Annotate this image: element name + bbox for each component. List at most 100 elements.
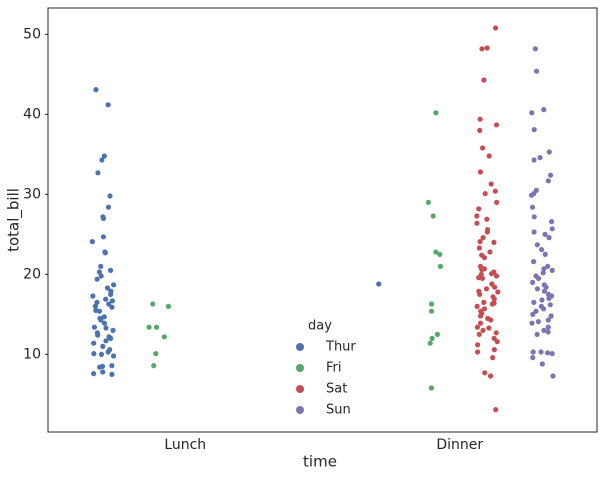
point <box>541 107 547 113</box>
point <box>530 355 536 361</box>
point <box>477 320 484 326</box>
point <box>533 68 540 74</box>
point <box>92 303 98 309</box>
point <box>488 271 495 277</box>
point <box>488 317 494 323</box>
point <box>495 289 501 295</box>
point <box>161 334 167 340</box>
point <box>105 349 111 355</box>
point <box>531 214 537 220</box>
point <box>428 308 435 314</box>
point <box>479 267 485 273</box>
point <box>474 220 480 226</box>
point <box>99 157 105 163</box>
point <box>493 330 499 336</box>
point <box>546 149 552 155</box>
point <box>146 324 152 330</box>
point <box>89 239 95 245</box>
point <box>488 181 494 187</box>
point <box>150 301 156 307</box>
point <box>477 169 483 175</box>
point <box>545 317 551 323</box>
x-tick-label: Dinner <box>436 437 483 453</box>
point <box>476 206 482 212</box>
point <box>492 284 498 290</box>
point <box>96 308 103 314</box>
point <box>539 297 545 303</box>
point <box>109 304 115 310</box>
point <box>491 296 497 302</box>
point <box>474 342 481 348</box>
point <box>534 331 540 337</box>
point <box>547 172 554 178</box>
point <box>106 301 112 307</box>
point <box>428 385 434 391</box>
point <box>91 324 98 330</box>
point <box>529 279 536 285</box>
point <box>109 298 116 304</box>
point <box>376 281 382 287</box>
legend-title: day <box>308 319 332 334</box>
point <box>548 313 554 319</box>
point <box>93 87 99 93</box>
point <box>534 286 540 292</box>
point <box>100 343 106 349</box>
point <box>531 127 537 133</box>
point <box>91 371 97 377</box>
legend-marker <box>296 385 304 393</box>
point <box>486 153 492 159</box>
point <box>486 325 492 331</box>
point <box>493 407 499 413</box>
point <box>542 231 548 237</box>
point <box>491 335 497 341</box>
point <box>547 302 553 308</box>
point <box>530 311 536 317</box>
point <box>98 273 104 279</box>
point <box>100 234 106 240</box>
point <box>546 295 552 301</box>
point <box>105 102 111 108</box>
point <box>90 293 96 299</box>
point <box>430 213 436 219</box>
point <box>494 199 500 205</box>
point <box>479 46 485 52</box>
point <box>529 110 535 116</box>
point <box>482 191 488 197</box>
legend-label: Fri <box>326 361 342 376</box>
x-tick-label: Lunch <box>164 437 206 453</box>
point <box>484 216 490 222</box>
point <box>94 276 100 282</box>
point <box>477 116 483 122</box>
point <box>95 332 101 338</box>
point <box>548 219 555 225</box>
point <box>434 331 440 337</box>
legend-marker <box>296 343 304 351</box>
point <box>481 299 487 305</box>
legend-label: Sun <box>326 403 351 418</box>
point <box>545 324 551 330</box>
point <box>100 369 106 375</box>
point <box>534 242 540 248</box>
point <box>474 349 481 355</box>
legend-label: Thur <box>325 340 356 355</box>
point <box>539 361 545 367</box>
point <box>550 373 556 379</box>
point <box>433 249 439 255</box>
point <box>107 267 114 273</box>
point <box>492 25 499 31</box>
point <box>481 306 488 312</box>
point <box>433 110 439 116</box>
point <box>542 251 548 257</box>
point <box>480 235 486 241</box>
point <box>549 226 555 232</box>
point <box>427 340 433 346</box>
x-axis-label: time <box>303 453 337 471</box>
point <box>549 267 555 273</box>
point <box>105 204 112 210</box>
point <box>483 286 490 292</box>
point <box>480 327 486 333</box>
point <box>493 122 500 128</box>
point <box>545 178 551 184</box>
point <box>153 324 160 330</box>
point <box>153 351 159 357</box>
